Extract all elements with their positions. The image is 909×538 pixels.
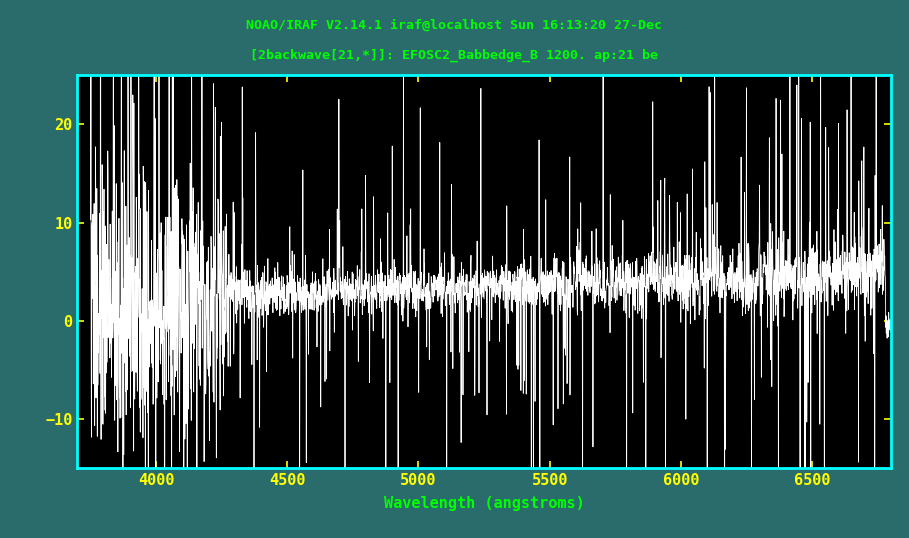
Text: NOAO/IRAF V2.14.1 iraf@localhost Sun 16:13:20 27-Dec: NOAO/IRAF V2.14.1 iraf@localhost Sun 16:… [246, 19, 663, 32]
X-axis label: Wavelength (angstroms): Wavelength (angstroms) [384, 496, 584, 511]
Text: [2backwave[21,*]]: EFOSC2_Babbedge_B 1200. ap:21 be: [2backwave[21,*]]: EFOSC2_Babbedge_B 120… [251, 48, 658, 62]
